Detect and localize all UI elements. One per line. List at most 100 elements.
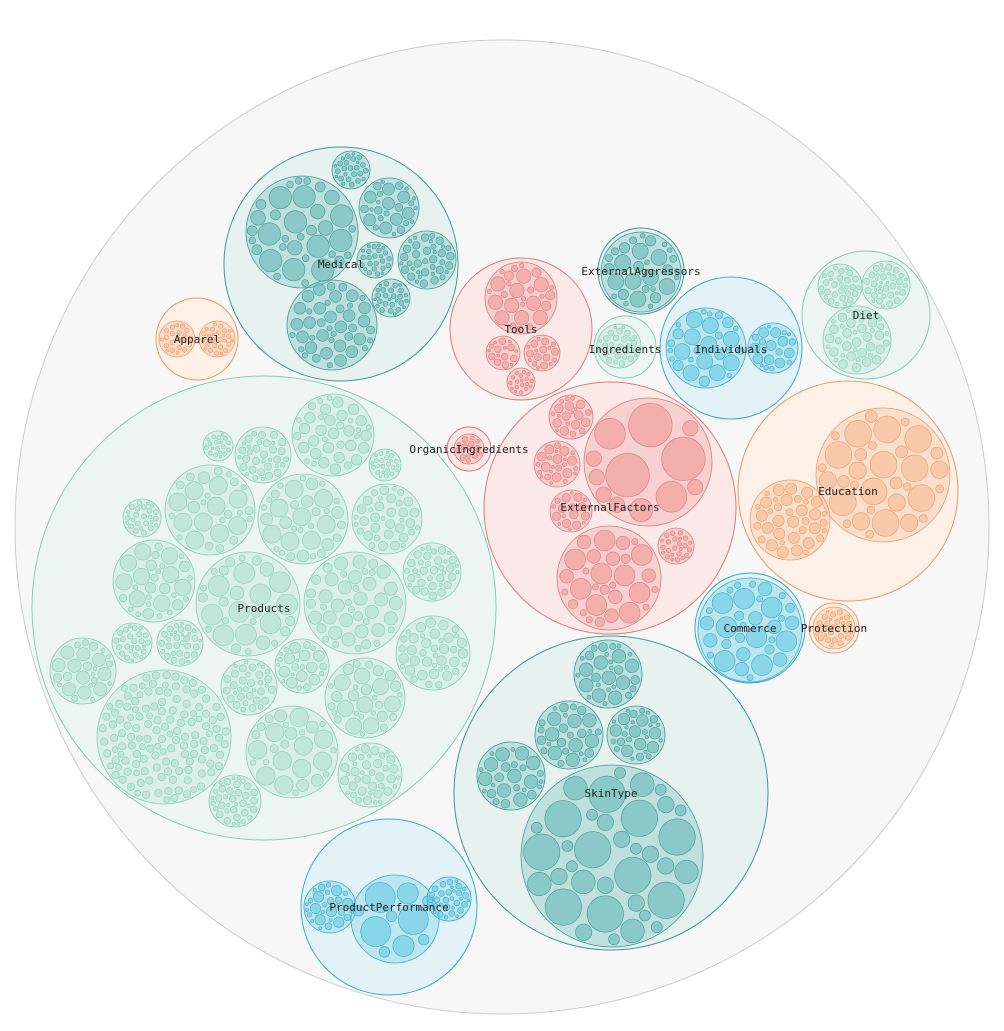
leaf-circle[interactable] [588, 775, 626, 813]
leaf-circle[interactable] [258, 431, 266, 439]
leaf-circle[interactable] [153, 515, 159, 522]
leaf-circle[interactable] [617, 288, 629, 300]
leaf-circle[interactable] [641, 845, 659, 863]
leaf-circle[interactable] [187, 500, 201, 514]
leaf-circle[interactable] [580, 609, 587, 617]
leaf-circle[interactable] [351, 171, 357, 177]
leaf-circle[interactable] [757, 581, 773, 597]
leaf-circle[interactable] [580, 417, 591, 427]
leaf-circle[interactable] [384, 670, 396, 682]
leaf-circle[interactable] [304, 341, 318, 354]
leaf-circle[interactable] [218, 596, 229, 607]
leaf-circle[interactable] [791, 544, 803, 557]
leaf-circle[interactable] [222, 794, 229, 800]
leaf-circle[interactable] [293, 736, 313, 756]
leaf-circle[interactable] [325, 905, 337, 917]
leaf-circle[interactable] [513, 784, 521, 792]
leaf-circle[interactable] [373, 260, 379, 266]
leaf-circle[interactable] [516, 268, 532, 284]
leaf-circle[interactable] [145, 776, 154, 785]
leaf-circle[interactable] [414, 279, 419, 284]
leaf-circle[interactable] [373, 534, 381, 542]
leaf-circle[interactable] [236, 821, 241, 826]
leaf-circle[interactable] [443, 632, 454, 643]
leaf-circle[interactable] [230, 806, 238, 814]
leaf-circle[interactable] [631, 544, 653, 566]
leaf-circle[interactable] [566, 860, 578, 873]
leaf-circle[interactable] [244, 648, 252, 655]
leaf-circle[interactable] [174, 578, 192, 596]
leaf-circle[interactable] [260, 476, 265, 481]
leaf-circle[interactable] [169, 340, 175, 346]
leaf-circle[interactable] [207, 768, 216, 777]
leaf-circle[interactable] [406, 645, 417, 656]
leaf-circle[interactable] [280, 532, 300, 551]
leaf-circle[interactable] [631, 242, 649, 260]
leaf-circle[interactable] [396, 882, 419, 905]
leaf-circle[interactable] [461, 901, 468, 908]
leaf-circle[interactable] [389, 764, 399, 774]
leaf-circle[interactable] [151, 671, 160, 680]
leaf-circle[interactable] [269, 445, 277, 454]
leaf-circle[interactable] [319, 662, 328, 671]
leaf-circle[interactable] [340, 570, 347, 578]
leaf-circle[interactable] [350, 767, 360, 777]
leaf-circle[interactable] [573, 407, 578, 411]
leaf-circle[interactable] [117, 729, 126, 738]
leaf-circle[interactable] [641, 568, 656, 583]
leaf-circle[interactable] [674, 557, 681, 563]
leaf-circle[interactable] [758, 327, 770, 338]
leaf-circle[interactable] [870, 280, 878, 288]
leaf-circle[interactable] [481, 788, 487, 794]
leaf-circle[interactable] [378, 946, 391, 958]
leaf-circle[interactable] [358, 301, 371, 315]
leaf-circle[interactable] [822, 279, 830, 286]
leaf-circle[interactable] [636, 714, 649, 727]
leaf-circle[interactable] [568, 527, 572, 531]
leaf-circle[interactable] [368, 569, 376, 576]
leaf-circle[interactable] [838, 287, 845, 294]
leaf-circle[interactable] [520, 382, 525, 388]
leaf-circle[interactable] [886, 300, 894, 308]
leaf-circle[interactable] [566, 731, 574, 739]
leaf-circle[interactable] [494, 358, 502, 366]
leaf-circle[interactable] [761, 522, 774, 534]
leaf-circle[interactable] [330, 747, 337, 754]
leaf-circle[interactable] [176, 534, 183, 541]
leaf-circle[interactable] [247, 225, 258, 237]
leaf-circle[interactable] [528, 358, 532, 363]
leaf-circle[interactable] [664, 554, 671, 560]
leaf-circle[interactable] [239, 799, 247, 807]
leaf-circle[interactable] [432, 652, 438, 658]
leaf-circle[interactable] [785, 602, 796, 613]
leaf-circle[interactable] [554, 449, 559, 453]
leaf-circle[interactable] [385, 749, 390, 755]
leaf-circle[interactable] [871, 355, 882, 365]
leaf-circle[interactable] [333, 715, 342, 724]
leaf-circle[interactable] [501, 352, 509, 361]
leaf-circle[interactable] [382, 300, 389, 307]
leaf-circle[interactable] [212, 342, 218, 349]
leaf-circle[interactable] [309, 553, 316, 560]
leaf-circle[interactable] [230, 669, 239, 678]
leaf-circle[interactable] [836, 609, 843, 616]
leaf-circle[interactable] [376, 247, 382, 253]
leaf-circle[interactable] [204, 327, 209, 331]
leaf-circle[interactable] [181, 732, 190, 741]
leaf-circle[interactable] [628, 581, 651, 604]
leaf-circle[interactable] [169, 324, 176, 330]
leaf-circle[interactable] [100, 648, 106, 653]
leaf-circle[interactable] [148, 679, 157, 688]
leaf-circle[interactable] [608, 589, 623, 605]
leaf-circle[interactable] [163, 343, 170, 349]
leaf-circle[interactable] [280, 626, 291, 637]
leaf-circle[interactable] [386, 910, 398, 922]
leaf-circle[interactable] [316, 515, 336, 534]
leaf-circle[interactable] [883, 339, 890, 347]
leaf-circle[interactable] [643, 749, 648, 754]
leaf-circle[interactable] [496, 353, 501, 358]
leaf-circle[interactable] [453, 899, 460, 907]
leaf-circle[interactable] [293, 302, 306, 315]
leaf-circle[interactable] [624, 725, 629, 730]
leaf-circle[interactable] [674, 268, 680, 274]
